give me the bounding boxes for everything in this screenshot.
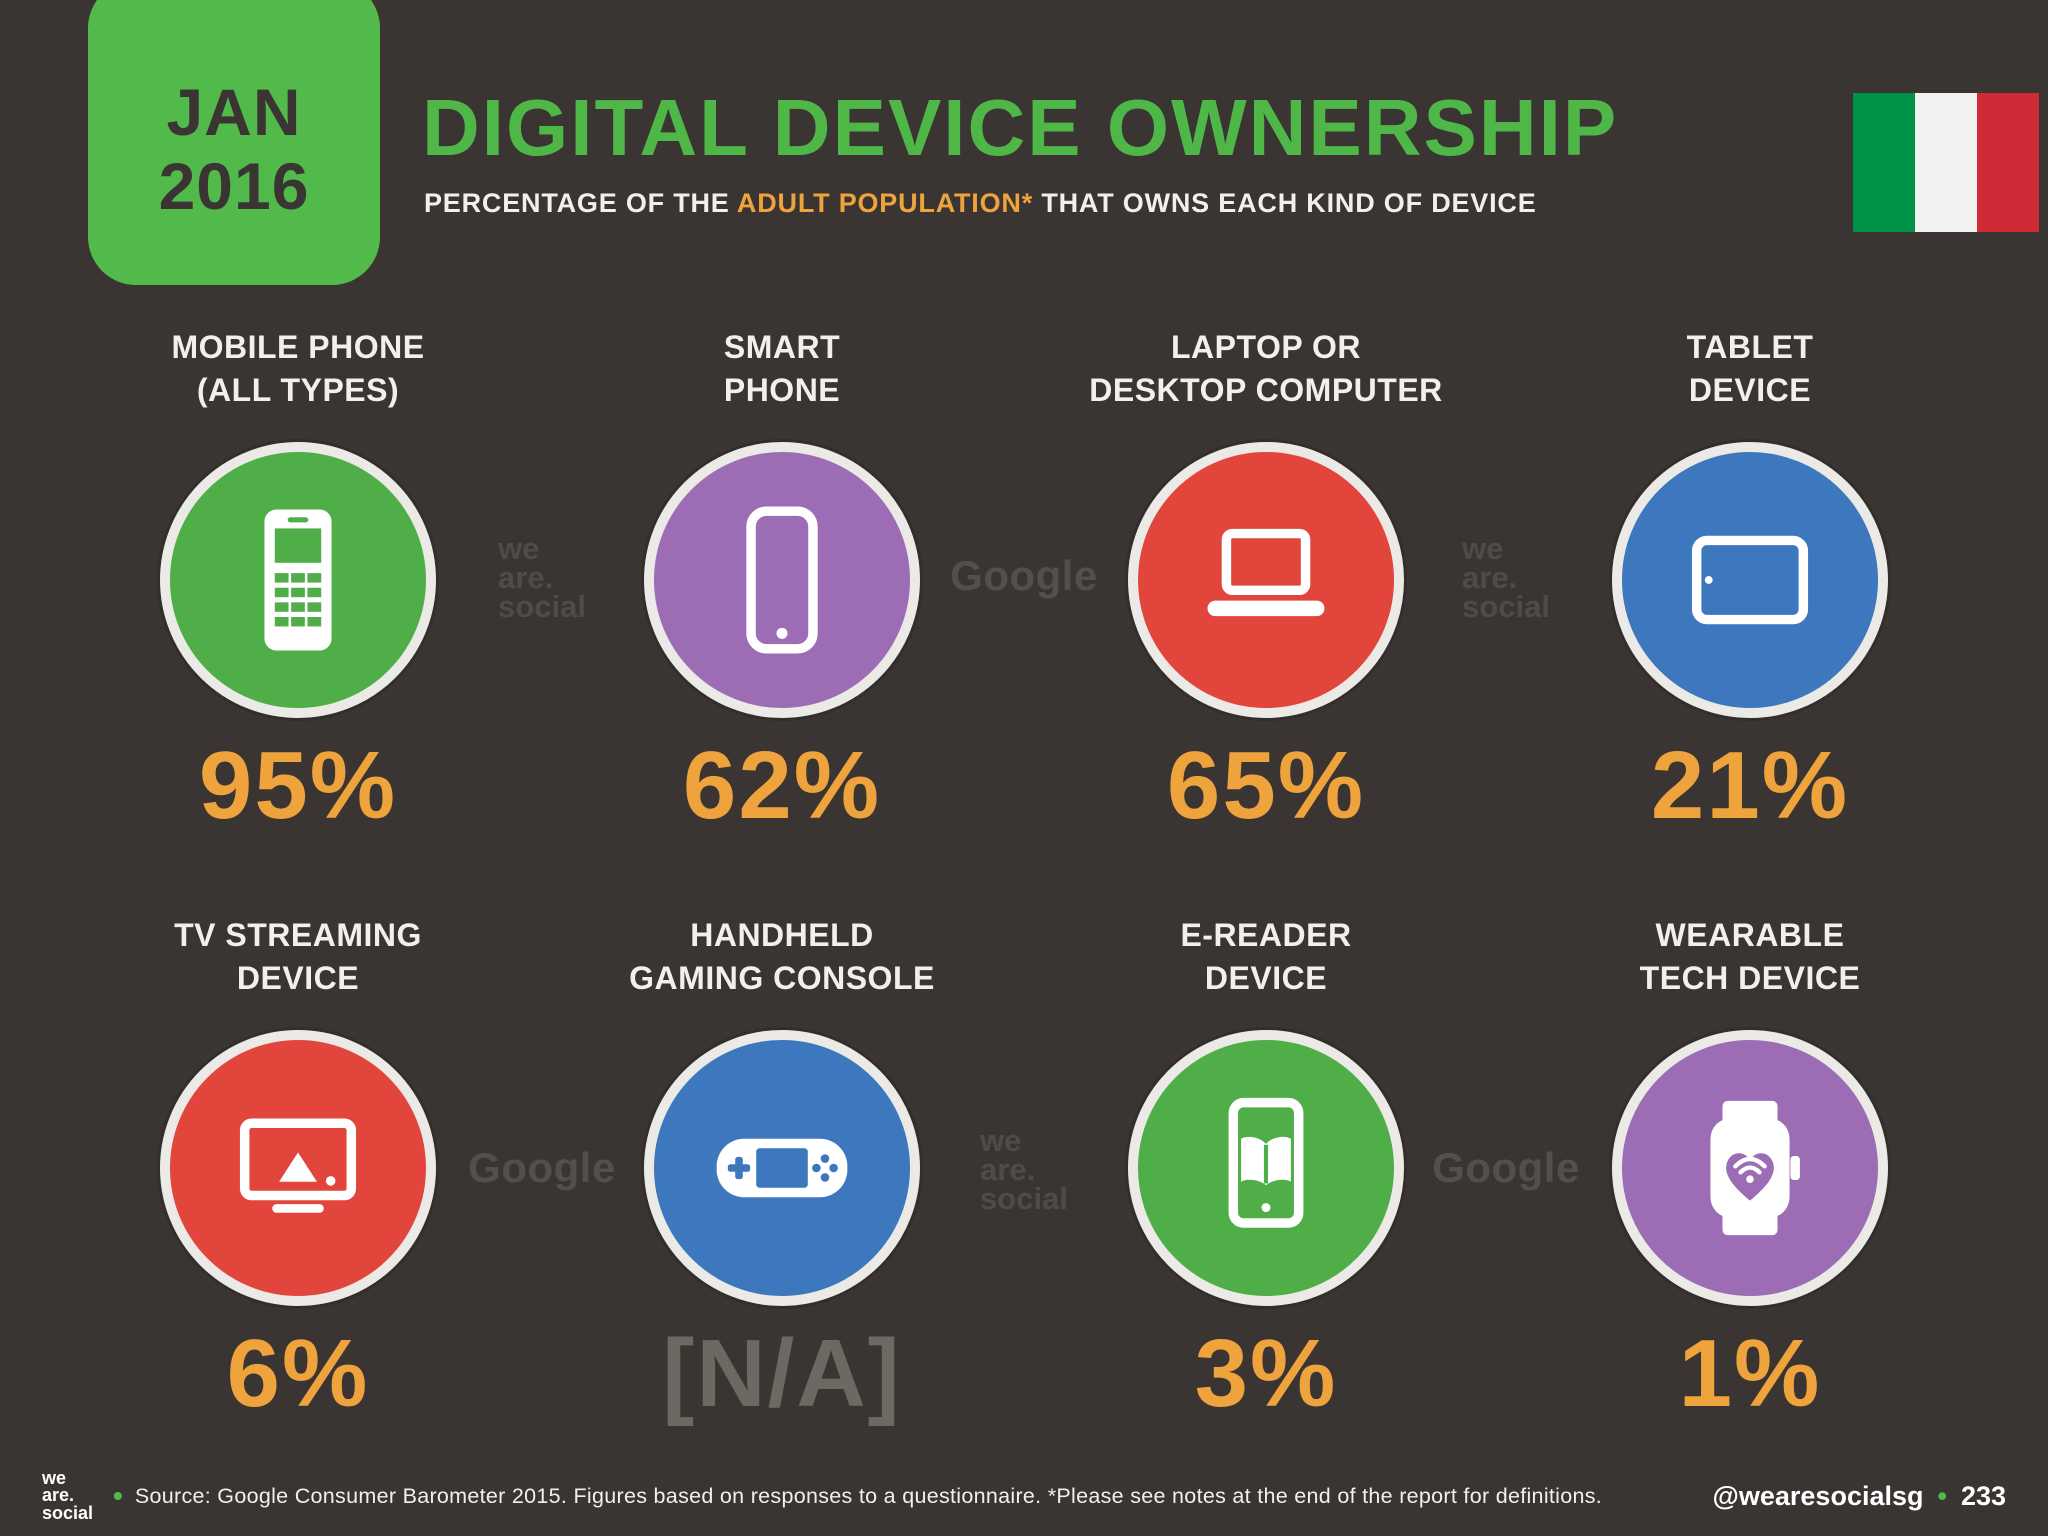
device-label: WEARABLE TECH DEVICE — [1639, 916, 1861, 996]
watermark-google: Google — [468, 1144, 616, 1191]
device-card-e-reader: E-READER DEVICE 3% — [1024, 906, 1508, 1422]
smartphone-icon — [644, 442, 920, 718]
device-label: TV STREAMING DEVICE — [174, 916, 422, 996]
device-card-laptop: LAPTOP OR DESKTOP COMPUTER 65% — [1024, 318, 1508, 834]
device-label: TABLET DEVICE — [1686, 328, 1814, 408]
tablet-icon — [1612, 442, 1888, 718]
source-bullet: • — [113, 1480, 123, 1511]
device-grid: MOBILE PHONE (ALL TYPES) 95% SMART PHO — [56, 318, 1992, 1422]
gaming-console-icon — [644, 1030, 920, 1306]
date-year: 2016 — [158, 148, 310, 223]
italy-flag-icon — [1853, 93, 2039, 232]
date-month: JAN — [166, 74, 302, 149]
watermark-we-are-social: we are. social — [498, 531, 586, 625]
device-card-tablet: TABLET DEVICE 21% — [1508, 318, 1992, 834]
device-value: 65% — [1166, 732, 1366, 839]
device-label: HANDHELD GAMING CONSOLE — [629, 916, 935, 996]
watermark-google: Google — [1432, 1144, 1580, 1191]
tv-streaming-icon — [160, 1030, 436, 1306]
flag-stripe-white — [1915, 93, 1977, 232]
device-value: 1% — [1678, 1320, 1822, 1427]
device-card-tv-streaming: TV STREAMING DEVICE 6% — [56, 906, 540, 1422]
device-card-mobile-phone: MOBILE PHONE (ALL TYPES) 95% — [56, 318, 540, 834]
e-reader-icon — [1128, 1030, 1404, 1306]
watermark-we-are-social: we are. social — [1462, 531, 1550, 625]
source-text: Source: Google Consumer Barometer 2015. … — [134, 1483, 1603, 1508]
device-label: SMART PHONE — [723, 328, 841, 408]
flag-stripe-red — [1977, 93, 2039, 232]
smartwatch-icon — [1612, 1030, 1888, 1306]
subtitle-prefix: PERCENTAGE OF THE — [424, 188, 737, 218]
device-label: MOBILE PHONE (ALL TYPES) — [171, 328, 425, 408]
device-label: LAPTOP OR DESKTOP COMPUTER — [1089, 328, 1443, 408]
device-label: E-READER DEVICE — [1180, 916, 1352, 996]
flag-stripe-green — [1853, 93, 1915, 232]
watermark-google: Google — [950, 552, 1098, 599]
page-subtitle: PERCENTAGE OF THE ADULT POPULATION* THAT… — [424, 188, 1618, 219]
title-block: DIGITAL DEVICE OWNERSHIP PERCENTAGE OF T… — [422, 88, 1618, 219]
date-tab: JAN 2016 — [88, 0, 380, 285]
subtitle-highlight: ADULT POPULATION* — [736, 188, 1034, 218]
we-are-social-logo: we are. social — [42, 1468, 94, 1523]
device-card-gaming-console: HANDHELD GAMING CONSOLE [N/A] — [540, 906, 1024, 1422]
mobile-phone-icon — [160, 442, 436, 718]
social-handle: @wearesocialsg — [1712, 1480, 1924, 1511]
device-value: 62% — [682, 732, 882, 839]
page-number: 233 — [1960, 1480, 2006, 1511]
device-value: 3% — [1194, 1320, 1338, 1427]
device-value: [N/A] — [662, 1320, 902, 1427]
page-title: DIGITAL DEVICE OWNERSHIP — [422, 83, 1619, 172]
page-bullet: • — [1937, 1480, 1947, 1511]
device-value: 6% — [226, 1320, 370, 1427]
laptop-icon — [1128, 442, 1404, 718]
device-value: 95% — [198, 732, 398, 839]
device-value: 21% — [1650, 732, 1850, 839]
subtitle-suffix: THAT OWNS EACH KIND OF DEVICE — [1033, 188, 1537, 218]
footer: we are. social • Source: Google Consumer… — [0, 1456, 2048, 1536]
device-card-wearable: WEARABLE TECH DEVICE 1% — [1508, 906, 1992, 1422]
device-card-smartphone: SMART PHONE 62% — [540, 318, 1024, 834]
watermark-we-are-social: we are. social — [980, 1123, 1068, 1217]
